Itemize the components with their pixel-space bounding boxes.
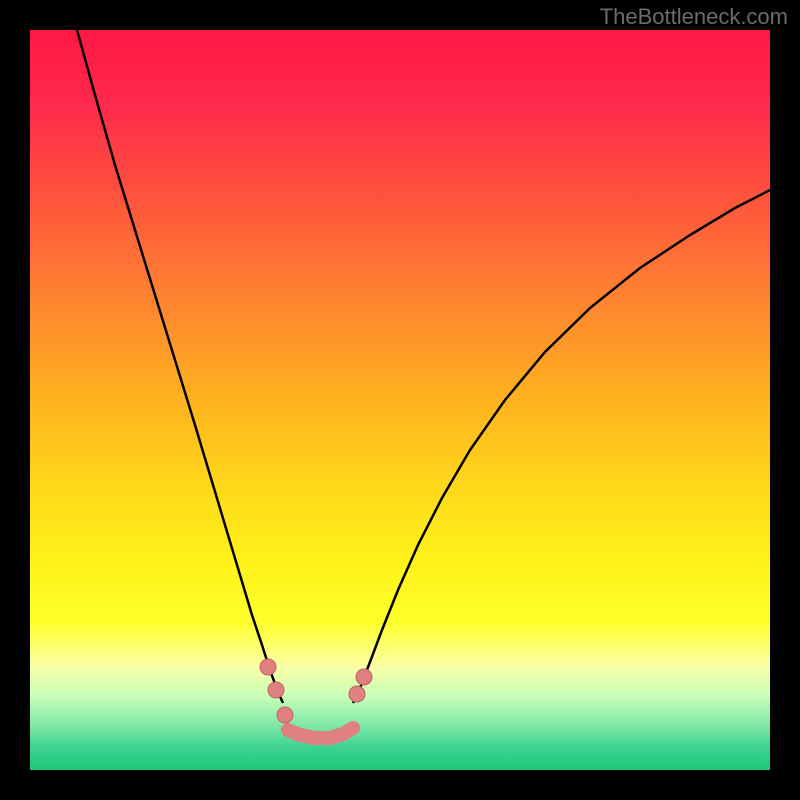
curve-right [353,190,770,703]
plot-area [30,30,770,770]
bottom-band [288,728,353,738]
curve-left [77,30,283,703]
watermark-text: TheBottleneck.com [600,4,788,30]
chart-overlay [30,30,770,770]
markers-left [260,659,293,723]
